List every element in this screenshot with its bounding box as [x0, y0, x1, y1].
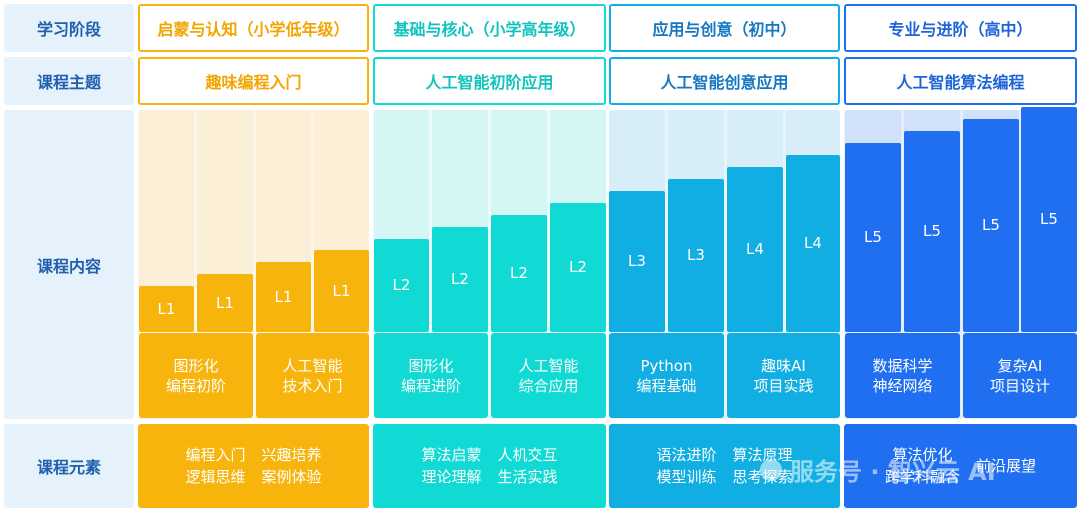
element-pair: 语法进阶 模型训练	[656, 444, 716, 488]
row-label-stage: 学习阶段	[4, 4, 134, 52]
stage-header-1: 启蒙与认知（小学低年级）	[138, 4, 369, 52]
subject-line: 数据科学	[872, 356, 933, 375]
level-step-16: L5	[1021, 107, 1077, 332]
level-step-8: L2	[550, 203, 606, 332]
stage-header-2: 基础与核心（小学高年级）	[373, 4, 606, 52]
subject-line: 技术入门	[282, 376, 343, 395]
subject-line: 项目设计	[989, 376, 1050, 395]
elements-box-4: 算法优化 跨学科融合 前沿展望	[844, 424, 1077, 508]
watermark-text: 服务号 · 智兴云 AI	[790, 458, 996, 486]
element-text: 算法原理	[732, 446, 793, 464]
row-label-content: 课程内容	[4, 110, 134, 419]
stage-header-4: 专业与进阶（高中）	[844, 4, 1077, 52]
level-step-6: L2	[432, 227, 488, 332]
subject-box-8: 复杂AI 项目设计	[963, 333, 1077, 418]
element-text: 跨学科融合	[884, 468, 960, 486]
row-label-theme: 课程主题	[4, 57, 134, 105]
element-text: 逻辑思维	[185, 468, 246, 486]
level-step-4: L1	[314, 250, 369, 332]
subject-line: 复杂AI	[997, 356, 1043, 375]
subject-line: 神经网络	[872, 376, 933, 395]
subject-box-5: Python 编程基础	[609, 333, 724, 418]
theme-header-1: 趣味编程入门	[138, 57, 369, 105]
subject-line: 编程初阶	[165, 376, 226, 395]
subject-line: 人工智能	[518, 356, 579, 375]
level-step-13: L5	[845, 143, 901, 332]
level-step-12: L4	[786, 155, 840, 332]
subject-line: 编程基础	[636, 376, 697, 395]
subject-line: 项目实践	[753, 376, 814, 395]
subject-line: 趣味AI	[761, 356, 806, 375]
level-step-14: L5	[904, 131, 960, 332]
element-pair: 算法优化 跨学科融合	[885, 444, 960, 488]
element-text: 算法优化	[892, 446, 953, 464]
level-step-11: L4	[727, 167, 783, 332]
level-step-15: L5	[963, 119, 1019, 332]
subject-box-4: 人工智能 综合应用	[491, 333, 606, 418]
subject-line: 人工智能	[282, 356, 343, 375]
theme-header-2: 人工智能初阶应用	[373, 57, 606, 105]
stage-header-3: 应用与创意（初中）	[609, 4, 840, 52]
subject-line: 图形化	[408, 356, 454, 375]
element-text: 前沿展望	[976, 457, 1037, 475]
level-step-9: L3	[609, 191, 665, 332]
subject-line: Python	[640, 356, 693, 375]
subject-box-3: 图形化 编程进阶	[374, 333, 488, 418]
subject-line: 编程进阶	[400, 376, 461, 395]
element-text: 模型训练	[656, 468, 717, 486]
element-text: 人机交互	[497, 446, 558, 464]
subject-box-7: 数据科学 神经网络	[845, 333, 960, 418]
row-label-elements: 课程元素	[4, 424, 134, 508]
subject-box-2: 人工智能 技术入门	[256, 333, 369, 418]
level-step-7: L2	[491, 215, 547, 332]
element-text: 算法启蒙	[421, 446, 482, 464]
wechat-icon	[760, 458, 782, 481]
level-step-1: L1	[139, 286, 194, 332]
element-pair: 编程入门 逻辑思维	[185, 444, 245, 488]
theme-header-4: 人工智能算法编程	[844, 57, 1077, 105]
theme-header-3: 人工智能创意应用	[609, 57, 840, 105]
level-step-3: L1	[256, 262, 311, 332]
subject-box-6: 趣味AI 项目实践	[727, 333, 840, 418]
element-text: 案例体验	[261, 468, 322, 486]
element-text: 生活实践	[497, 468, 558, 486]
element-text: 语法进阶	[656, 446, 717, 464]
element-pair: 前沿展望	[976, 455, 1036, 477]
element-pair: 兴趣培养 案例体验	[262, 444, 322, 488]
subject-box-1: 图形化 编程初阶	[139, 333, 253, 418]
element-text: 理论理解	[421, 468, 482, 486]
element-pair: 人机交互 生活实践	[498, 444, 558, 488]
elements-box-1: 编程入门 逻辑思维 兴趣培养 案例体验	[138, 424, 369, 508]
element-pair: 算法启蒙 理论理解	[421, 444, 481, 488]
elements-box-2: 算法启蒙 理论理解 人机交互 生活实践	[373, 424, 606, 508]
element-text: 编程入门	[185, 446, 246, 464]
subject-line: 综合应用	[518, 376, 579, 395]
level-step-5: L2	[374, 239, 429, 332]
subject-line: 图形化	[173, 356, 219, 375]
level-step-10: L3	[668, 179, 724, 332]
level-step-2: L1	[197, 274, 253, 332]
watermark: 服务号 · 智兴云 AI	[760, 452, 996, 487]
element-text: 兴趣培养	[261, 446, 322, 464]
